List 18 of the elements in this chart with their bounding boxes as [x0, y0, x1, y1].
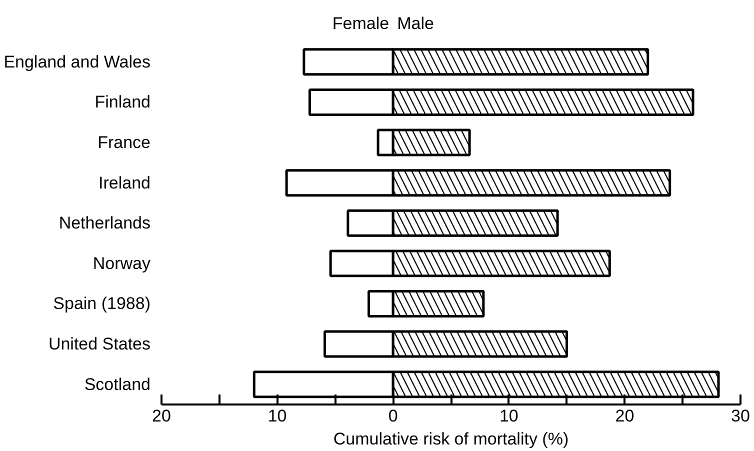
x-tick-label: 10 — [268, 406, 287, 426]
x-tick-label: 0 — [388, 406, 398, 426]
y-tick-label: Spain (1988) — [53, 294, 150, 314]
y-tick-label: Norway — [92, 254, 151, 273]
x-tick-label: 30 — [731, 406, 750, 426]
x-axis-title: Cumulative risk of mortality (%) — [333, 430, 569, 448]
x-tick-label: 20 — [615, 406, 634, 426]
y-tick-label: United States — [48, 334, 151, 354]
y-tick-label: Ireland — [98, 173, 151, 192]
series-label: Male — [397, 14, 434, 34]
y-tick-label: Netherlands — [58, 214, 151, 233]
y-tick-label: Finland — [94, 92, 151, 112]
y-tick-label: Scotland — [84, 374, 151, 394]
y-tick-label: England and Wales — [4, 52, 151, 72]
x-tick-label: 10 — [499, 406, 518, 426]
series-label: Female — [332, 14, 390, 34]
x-tick-label: 20 — [152, 406, 171, 426]
y-tick-label: France — [98, 133, 151, 152]
